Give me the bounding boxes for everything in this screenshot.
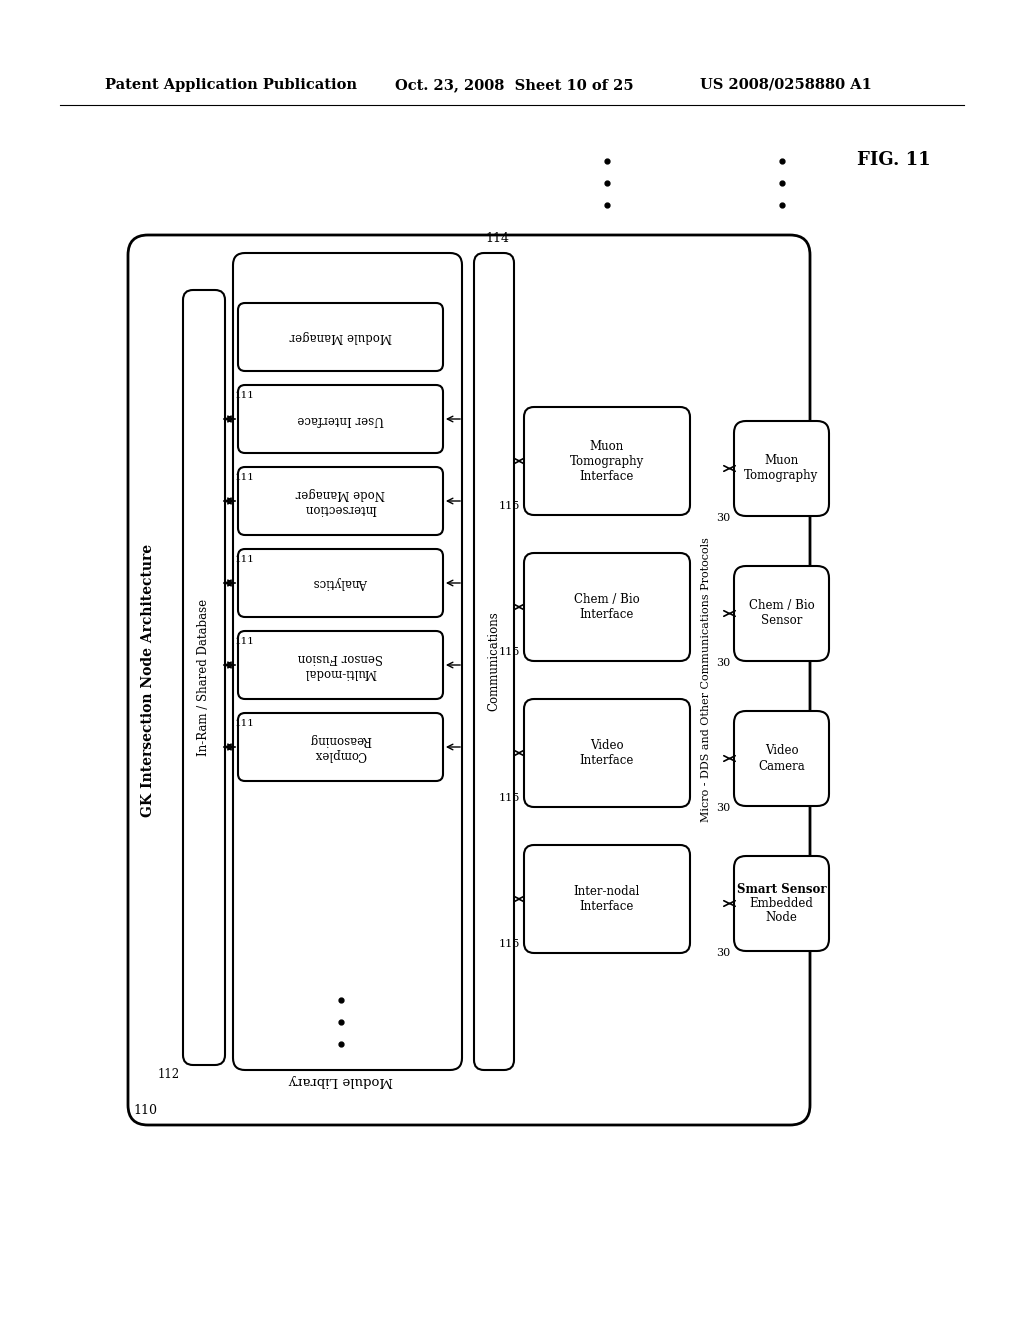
- Text: GK Intersection Node Architecture: GK Intersection Node Architecture: [141, 544, 155, 817]
- Text: Micro - DDS and Other Communications Protocols: Micro - DDS and Other Communications Pro…: [701, 537, 711, 822]
- Text: 111: 111: [234, 473, 255, 482]
- Text: Embedded: Embedded: [750, 898, 813, 909]
- Text: 114: 114: [485, 232, 509, 246]
- FancyBboxPatch shape: [238, 549, 443, 616]
- Text: 111: 111: [234, 638, 255, 645]
- Text: Inter-nodal
Interface: Inter-nodal Interface: [573, 884, 640, 913]
- Text: 30: 30: [716, 948, 730, 958]
- Text: Module Library: Module Library: [289, 1073, 392, 1086]
- FancyBboxPatch shape: [524, 845, 690, 953]
- FancyBboxPatch shape: [233, 253, 462, 1071]
- Text: FIG. 11: FIG. 11: [857, 150, 931, 169]
- FancyBboxPatch shape: [524, 407, 690, 515]
- FancyBboxPatch shape: [474, 253, 514, 1071]
- Text: Chem / Bio
Interface: Chem / Bio Interface: [574, 593, 640, 620]
- Text: Chem / Bio
Sensor: Chem / Bio Sensor: [749, 599, 814, 627]
- FancyBboxPatch shape: [238, 385, 443, 453]
- FancyBboxPatch shape: [734, 566, 829, 661]
- Text: Muon
Tomography: Muon Tomography: [744, 454, 818, 483]
- Text: 30: 30: [716, 657, 730, 668]
- Text: Oct. 23, 2008  Sheet 10 of 25: Oct. 23, 2008 Sheet 10 of 25: [395, 78, 634, 92]
- Text: 111: 111: [234, 554, 255, 564]
- Text: Video
Camera: Video Camera: [758, 744, 805, 772]
- FancyBboxPatch shape: [734, 855, 829, 950]
- FancyBboxPatch shape: [238, 631, 443, 700]
- Text: Video
Interface: Video Interface: [580, 739, 634, 767]
- Text: Muon
Tomography
Interface: Muon Tomography Interface: [570, 440, 644, 483]
- Text: Multi-modal
Sensor Fusion: Multi-modal Sensor Fusion: [298, 651, 383, 678]
- FancyBboxPatch shape: [734, 711, 829, 807]
- Text: User Interface: User Interface: [297, 412, 384, 425]
- Text: US 2008/0258880 A1: US 2008/0258880 A1: [700, 78, 871, 92]
- FancyBboxPatch shape: [238, 713, 443, 781]
- Text: Node: Node: [766, 911, 798, 924]
- FancyBboxPatch shape: [238, 304, 443, 371]
- Text: Complex
Reasoning: Complex Reasoning: [309, 733, 372, 762]
- Text: Smart Sensor: Smart Sensor: [736, 883, 826, 896]
- FancyBboxPatch shape: [183, 290, 225, 1065]
- Text: 30: 30: [716, 513, 730, 523]
- Text: Communications: Communications: [487, 611, 501, 711]
- Text: Module Manager: Module Manager: [289, 330, 392, 343]
- FancyBboxPatch shape: [734, 421, 829, 516]
- Text: Intersection
Node Manager: Intersection Node Manager: [296, 487, 385, 515]
- Text: Patent Application Publication: Patent Application Publication: [105, 78, 357, 92]
- Text: 115: 115: [499, 793, 520, 803]
- FancyBboxPatch shape: [238, 467, 443, 535]
- Text: 115: 115: [499, 647, 520, 657]
- Text: 111: 111: [234, 391, 255, 400]
- Text: 111: 111: [234, 719, 255, 729]
- FancyBboxPatch shape: [524, 553, 690, 661]
- FancyBboxPatch shape: [524, 700, 690, 807]
- Text: Analytics: Analytics: [313, 577, 368, 590]
- Text: 112: 112: [158, 1068, 180, 1081]
- Text: In-Ram / Shared Database: In-Ram / Shared Database: [198, 599, 211, 756]
- FancyBboxPatch shape: [128, 235, 810, 1125]
- Text: 115: 115: [499, 939, 520, 949]
- Text: 30: 30: [716, 803, 730, 813]
- Text: 115: 115: [499, 502, 520, 511]
- Text: 110: 110: [133, 1104, 157, 1117]
